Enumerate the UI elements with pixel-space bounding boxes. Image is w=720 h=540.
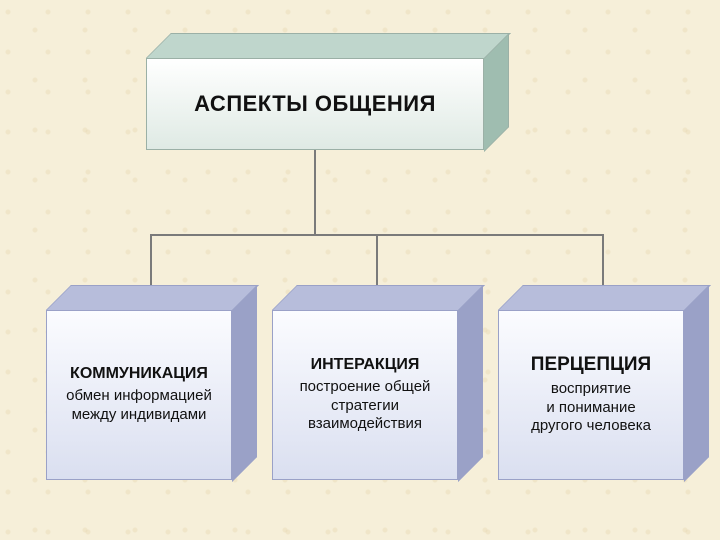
child-node-0-side-face [232,285,257,482]
child-node-1-subtitle: построение общей стратегии взаимодействи… [300,378,431,434]
child-node-1-top-face [272,285,485,310]
child-node-1-side-face [458,285,483,482]
child-node-1-front-face: ИНТЕРАКЦИЯ построение общей стратегии вз… [272,310,458,480]
root-node-front-face: АСПЕКТЫ ОБЩЕНИЯ [146,58,484,150]
child-node-2-side-face [684,285,709,482]
child-node-0-title: КОММУНИКАЦИЯ [70,365,208,383]
connector-to-child-0 [150,234,152,286]
child-node-1: ИНТЕРАКЦИЯ построение общей стратегии вз… [272,310,458,480]
connector-to-child-2 [602,234,604,286]
child-node-1-title: ИНТЕРАКЦИЯ [311,356,420,374]
connector-root-vertical [314,150,316,234]
child-node-0-subtitle: обмен информацией между индивидами [66,387,212,425]
child-node-0-top-face [46,285,259,310]
diagram-canvas: АСПЕКТЫ ОБЩЕНИЯ КОММУНИКАЦИЯ обмен инфор… [0,0,720,540]
child-node-2-top-face [498,285,711,310]
child-node-2-front-face: ПЕРЦЕПЦИЯ восприятие и понимание другого… [498,310,684,480]
child-node-0: КОММУНИКАЦИЯ обмен информацией между инд… [46,310,232,480]
child-node-2: ПЕРЦЕПЦИЯ восприятие и понимание другого… [498,310,684,480]
connector-to-child-1 [376,234,378,286]
child-node-0-front-face: КОММУНИКАЦИЯ обмен информацией между инд… [46,310,232,480]
root-node: АСПЕКТЫ ОБЩЕНИЯ [146,58,484,150]
child-node-2-title: ПЕРЦЕПЦИЯ [531,354,651,376]
root-node-top-face [146,33,511,58]
child-node-2-subtitle: восприятие и понимание другого человека [531,380,651,436]
root-node-title: АСПЕКТЫ ОБЩЕНИЯ [194,91,436,117]
